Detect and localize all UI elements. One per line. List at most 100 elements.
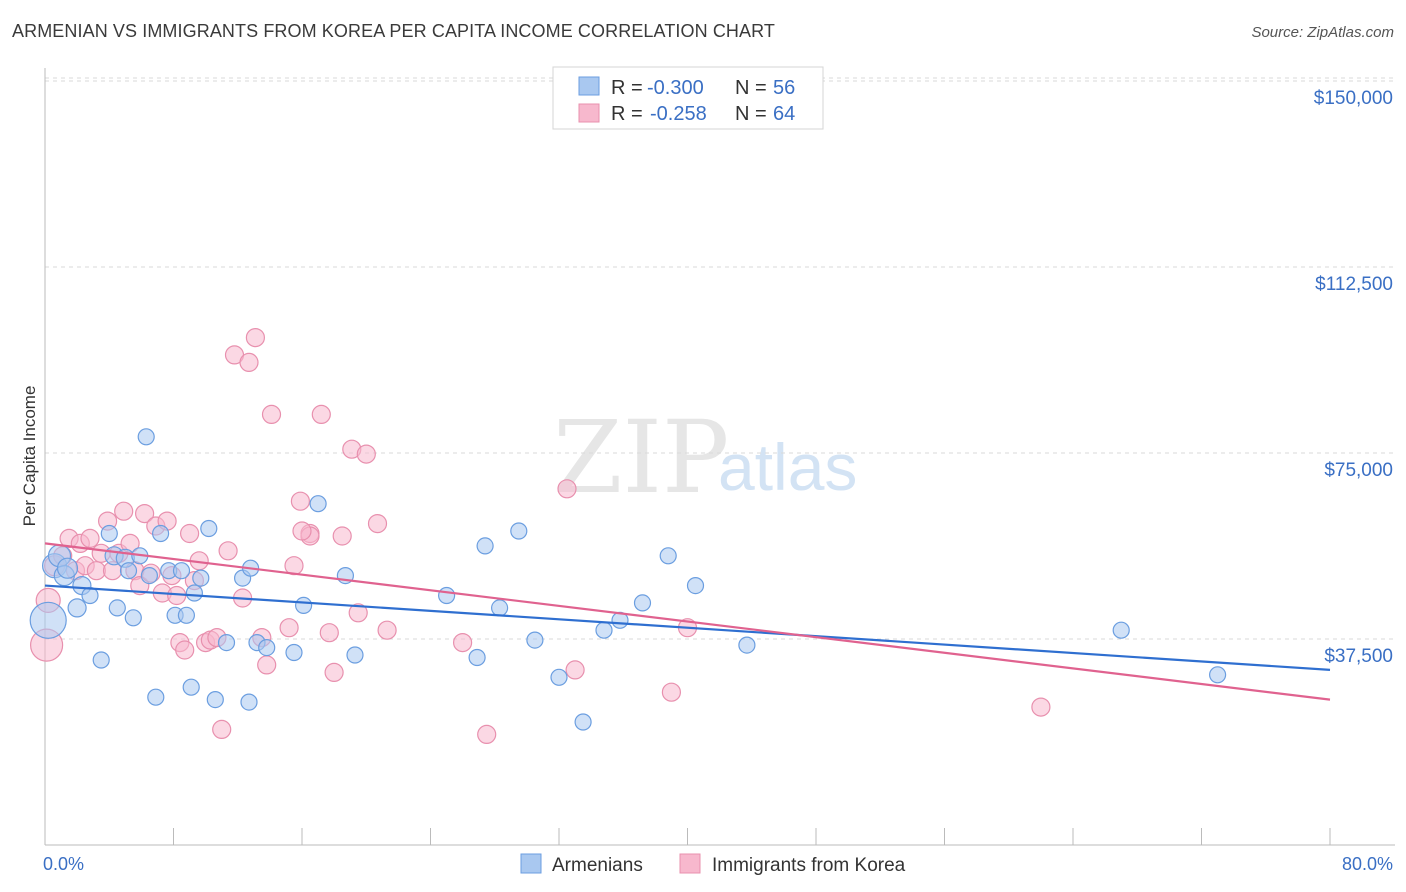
- point-armenians-0: [29, 601, 67, 639]
- trend-lines: [44, 542, 1331, 701]
- point-korea-58: [557, 479, 577, 499]
- point-korea-33: [212, 719, 232, 740]
- point-korea-44: [290, 491, 310, 511]
- point-korea-51: [348, 603, 368, 623]
- point-armenians-14: [124, 609, 142, 627]
- point-korea-52: [356, 444, 376, 464]
- point-armenians-4: [56, 557, 79, 579]
- point-armenians-50: [633, 594, 652, 612]
- point-korea-26: [175, 640, 195, 660]
- point-armenians-51: [659, 547, 677, 565]
- point-armenians-9: [100, 524, 118, 543]
- point-armenians-25: [185, 584, 203, 602]
- point-armenians-23: [177, 606, 195, 624]
- point-armenians-42: [491, 599, 509, 617]
- point-armenians-55: [1208, 666, 1227, 684]
- point-armenians-53: [738, 636, 756, 654]
- point-korea-27: [180, 523, 200, 544]
- watermark: ZIP atlas: [553, 399, 857, 516]
- y-tick-label-3: $150,000: [1314, 88, 1393, 109]
- point-armenians-28: [206, 690, 224, 709]
- source-label: Source: ZipAtlas.com: [1251, 24, 1394, 41]
- point-korea-8: [80, 528, 100, 549]
- point-korea-41: [261, 404, 282, 424]
- point-korea-18: [135, 503, 155, 524]
- bottom-legend-swatch-armenians: [520, 853, 542, 874]
- point-armenians-36: [309, 495, 327, 513]
- legend-r-value-korea: -0.258: [650, 103, 707, 125]
- point-korea-46: [311, 404, 331, 424]
- point-armenians-46: [550, 668, 568, 686]
- point-korea-49: [332, 526, 352, 546]
- point-armenians-48: [595, 621, 613, 639]
- point-armenians-41: [476, 537, 494, 555]
- point-armenians-43: [468, 648, 486, 667]
- y-tick-label-0: $37,500: [1324, 646, 1393, 667]
- point-armenians-47: [574, 713, 592, 731]
- point-korea-37: [239, 352, 259, 372]
- point-armenians-22: [172, 562, 191, 580]
- point-korea-54: [377, 620, 397, 640]
- point-korea-59: [565, 660, 585, 680]
- y-tick-label-1: $75,000: [1324, 460, 1393, 481]
- point-armenians-11: [108, 599, 126, 617]
- point-armenians-40: [438, 586, 456, 605]
- point-korea-42: [279, 618, 299, 638]
- watermark-zip: ZIP: [553, 399, 729, 516]
- point-armenians-26: [192, 569, 210, 587]
- point-armenians-5: [67, 598, 87, 618]
- axes: [44, 68, 1395, 846]
- point-korea-62: [1031, 697, 1051, 717]
- chart-title: ARMENIAN VS IMMIGRANTS FROM KOREA PER CA…: [12, 21, 775, 41]
- point-korea-47: [319, 623, 339, 643]
- point-korea-56: [453, 632, 473, 653]
- point-armenians-18: [147, 688, 165, 706]
- point-korea-53: [367, 513, 388, 534]
- point-korea-9: [86, 561, 107, 581]
- point-armenians-17: [140, 566, 158, 585]
- point-armenians-24: [182, 678, 200, 696]
- bottom-legend-label-armenians: Armenians: [552, 855, 643, 876]
- bottom-legend-label-korea: Immigrants from Korea: [712, 855, 906, 876]
- legend-swatch-armenians: [578, 76, 600, 96]
- y-axis-label: Per Capita Income: [20, 386, 39, 527]
- legend-r-value-armenians: -0.300: [647, 77, 704, 99]
- trend-line-armenians: [44, 584, 1331, 671]
- point-armenians-27: [200, 519, 218, 538]
- legend-n-label-korea: N =: [735, 103, 767, 125]
- series-legend: Armenians Immigrants from Korea: [520, 853, 906, 876]
- series-immigrants-from-korea: [29, 328, 1051, 745]
- point-armenians-29: [217, 633, 236, 652]
- point-korea-14: [114, 501, 134, 521]
- point-armenians-54: [1112, 621, 1130, 639]
- trend-line-korea: [44, 542, 1331, 701]
- y-tick-labels: $37,500 $75,000 $112,500 $150,000: [1314, 88, 1393, 667]
- legend-n-value-armenians: 56: [773, 77, 795, 99]
- legend-r-label-korea: R =: [611, 103, 643, 125]
- x-tick-label-min: 0.0%: [43, 854, 84, 874]
- point-armenians-19: [152, 524, 170, 543]
- point-armenians-44: [510, 522, 528, 540]
- point-armenians-52: [686, 576, 705, 595]
- legend-swatch-korea: [578, 103, 600, 123]
- point-korea-40: [257, 655, 277, 675]
- series-armenians: [29, 428, 1227, 731]
- bottom-legend-swatch-korea: [679, 853, 701, 874]
- legend-n-label-armenians: N =: [735, 77, 767, 99]
- point-korea-38: [245, 328, 265, 348]
- x-tick-label-max: 80.0%: [1342, 854, 1393, 874]
- point-korea-34: [218, 541, 238, 561]
- point-korea-63: [292, 521, 312, 541]
- point-armenians-35: [295, 596, 313, 615]
- point-armenians-38: [346, 646, 364, 664]
- watermark-atlas: atlas: [718, 430, 857, 504]
- point-korea-60: [661, 682, 682, 702]
- point-armenians-33: [258, 638, 276, 657]
- correlation-legend: R = -0.300 N = 56 R = -0.258 N = 64: [552, 66, 824, 130]
- point-armenians-16: [137, 428, 155, 446]
- point-armenians-13: [119, 562, 138, 580]
- point-armenians-45: [526, 631, 544, 649]
- point-korea-48: [324, 662, 344, 683]
- point-armenians-34: [285, 643, 303, 662]
